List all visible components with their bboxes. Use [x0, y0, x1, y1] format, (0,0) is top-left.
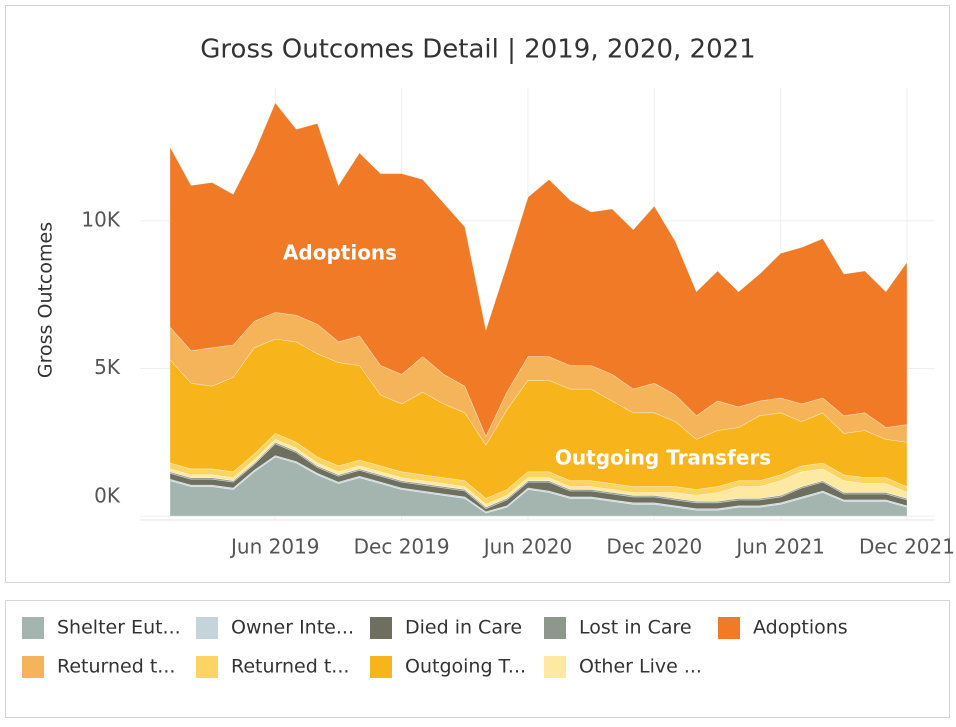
x-tick-label: Jun 2021 [734, 535, 825, 559]
annotation: Adoptions [283, 241, 397, 265]
x-tick-label: Jun 2020 [482, 535, 573, 559]
x-tick-label: Dec 2020 [606, 535, 702, 559]
legend-label: Shelter Eut... [57, 617, 181, 639]
legend-swatch [718, 617, 740, 639]
chart-title: Gross Outcomes Detail | 2019, 2020, 2021 [200, 35, 755, 65]
y-tick-label: 10K [81, 207, 120, 231]
area [169, 102, 908, 438]
legend-label: Returned t... [57, 656, 175, 678]
x-tick-label: Dec 2019 [354, 535, 450, 559]
x-tick-label: Dec 2021 [859, 535, 955, 559]
legend-label: Owner Inte... [231, 617, 354, 639]
legend-label: Lost in Care [579, 617, 692, 639]
legend-swatch [196, 617, 218, 639]
legend-label: Adoptions [753, 617, 848, 639]
legend-swatch [370, 656, 392, 678]
x-tick-label: Jun 2019 [229, 535, 320, 559]
legend-swatch [544, 617, 566, 639]
y-axis-title: Gross Outcomes [35, 222, 57, 378]
legend-label: Died in Care [405, 617, 522, 639]
legend-swatch [544, 656, 566, 678]
legend-label: Outgoing T... [405, 656, 526, 678]
legend-label: Returned t... [231, 656, 349, 678]
y-tick-label: 0K [94, 484, 121, 508]
legend-label: Other Live ... [579, 656, 702, 678]
legend-swatch [22, 656, 44, 678]
legend-frame [5, 600, 950, 718]
y-tick-label: 5K [94, 355, 121, 379]
legend-swatch [196, 656, 218, 678]
legend-swatch [22, 617, 44, 639]
legend-swatch [370, 617, 392, 639]
annotation: Outgoing Transfers [555, 446, 771, 470]
